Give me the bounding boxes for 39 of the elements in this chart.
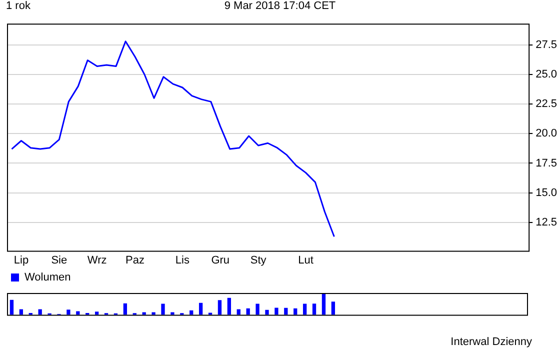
y-tick-label: 12.5 <box>536 216 558 228</box>
x-tick-label: Lip <box>14 254 29 266</box>
bar <box>19 309 24 315</box>
bar <box>312 304 316 315</box>
x-tick-label: Sie <box>51 254 68 266</box>
bar <box>123 303 128 315</box>
bar <box>38 309 42 315</box>
y-tick-label: 22.5 <box>536 98 558 110</box>
text: Interwal Dzienny <box>450 336 532 348</box>
bar <box>66 310 70 315</box>
bar <box>161 304 165 315</box>
bar <box>218 300 222 315</box>
legend-label: Wolumen <box>24 272 71 284</box>
bar <box>94 312 99 315</box>
y-tick-label: 17.5 <box>536 157 558 170</box>
x-tick-label: Sty <box>250 254 267 266</box>
bar <box>302 304 307 315</box>
bar <box>236 309 240 315</box>
x-tick-label: Wrz <box>87 254 107 266</box>
bar <box>198 302 203 315</box>
y-tick-label: 25.0 <box>536 68 558 81</box>
bar <box>227 298 232 315</box>
bar <box>274 308 278 315</box>
x-tick-label: Lis <box>175 254 190 266</box>
bar <box>331 302 336 315</box>
bar <box>265 310 269 315</box>
x-tick-label: Paz <box>126 254 145 266</box>
bar <box>256 304 260 315</box>
bar <box>76 311 80 315</box>
y-tick-label: 27.5 <box>536 38 558 51</box>
bar <box>322 293 326 315</box>
y-tick-label: 20.0 <box>536 128 558 140</box>
x-tick-label: Lut <box>298 254 314 266</box>
bar <box>10 300 14 315</box>
chart-subtitle: 9 Mar 2018 17:04 CET <box>224 0 336 12</box>
chart-title: 1 rok <box>6 0 30 12</box>
x-tick-label: Gru <box>211 254 230 266</box>
y-tick-label: 15.0 <box>536 186 558 199</box>
bar <box>284 308 288 315</box>
